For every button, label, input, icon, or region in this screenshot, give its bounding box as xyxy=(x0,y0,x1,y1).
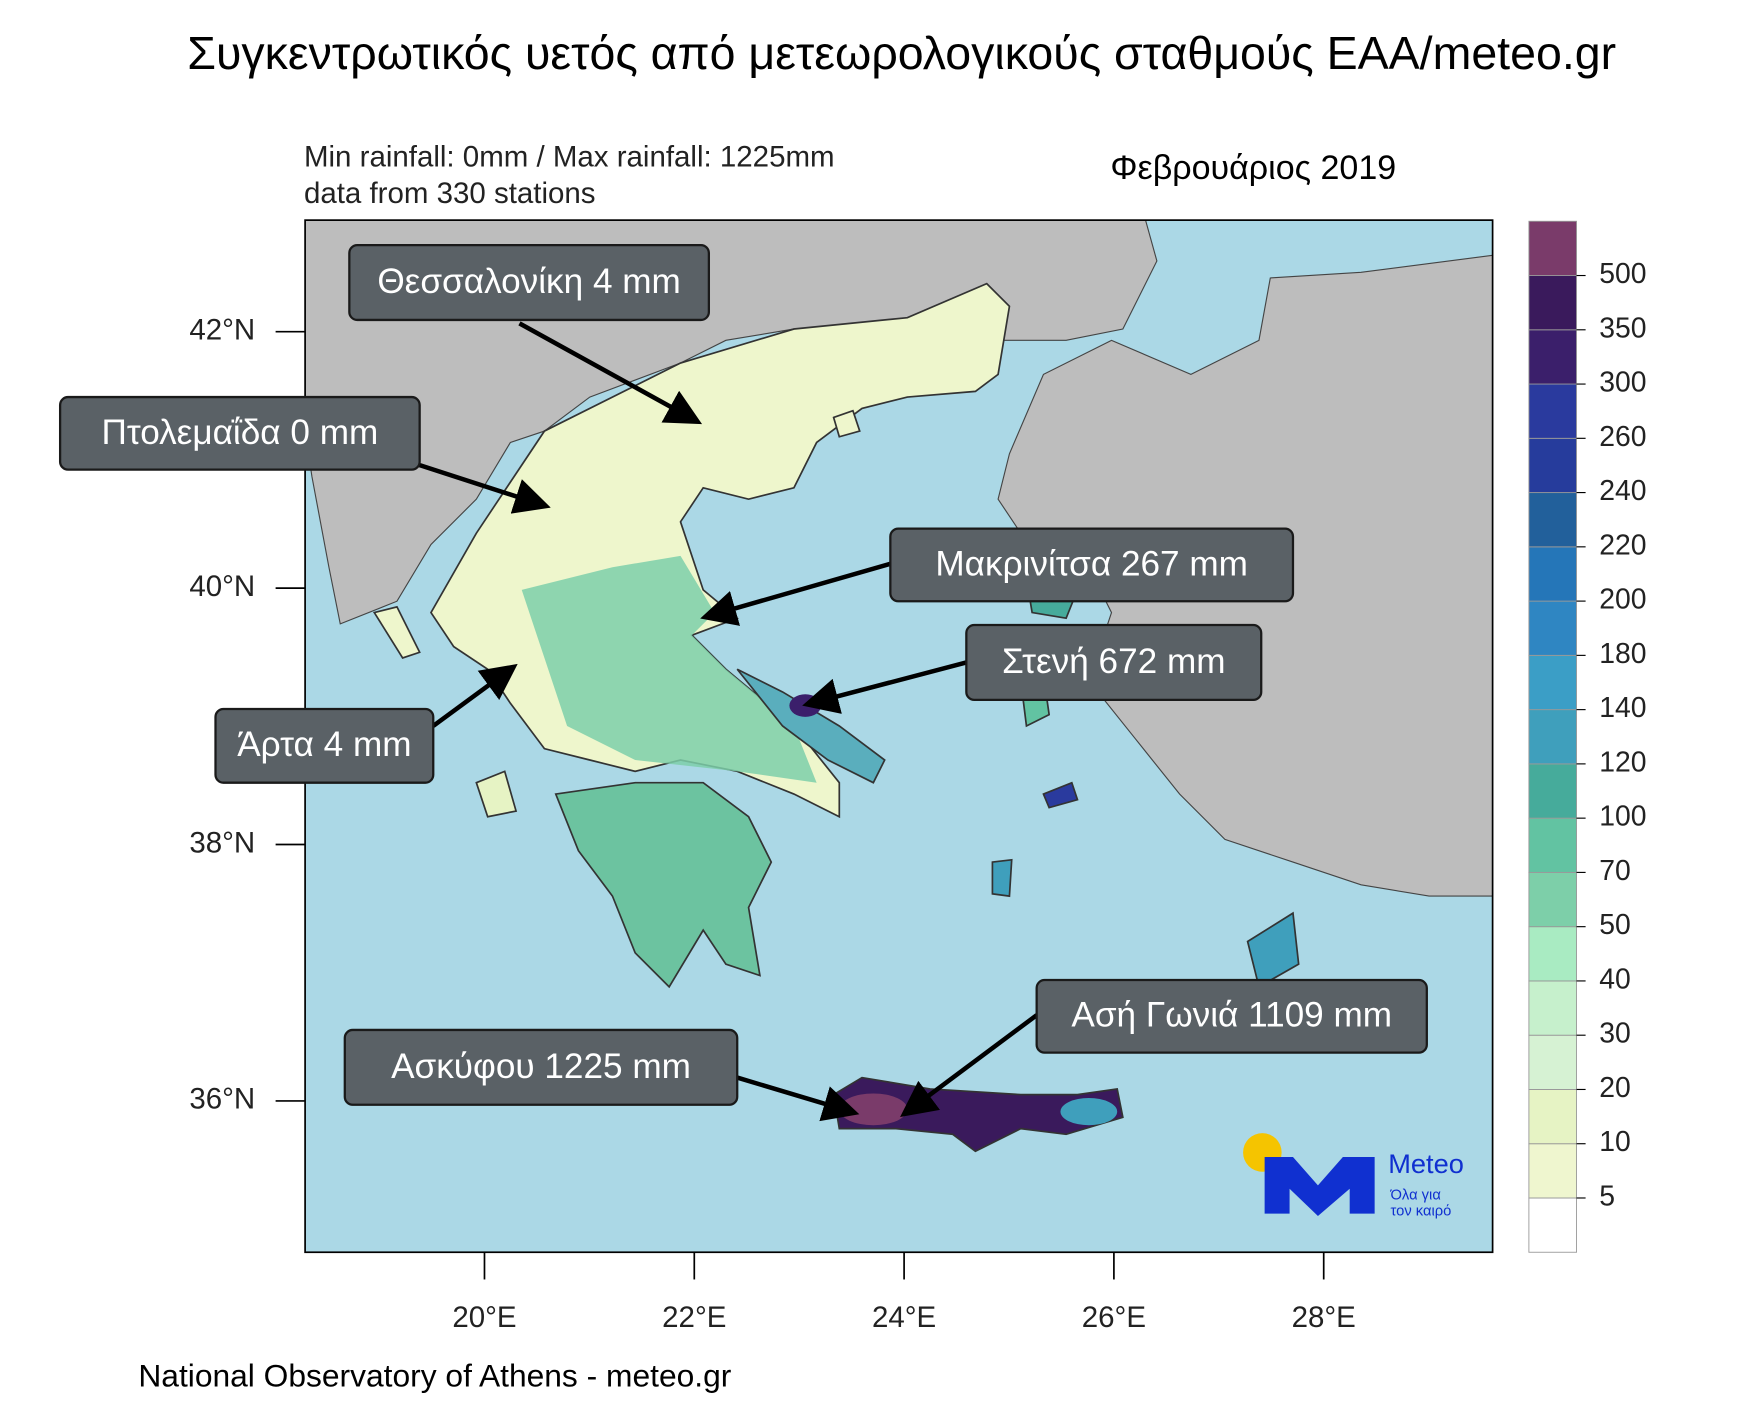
annotation-label: Θεσσαλονίκη 4 mm xyxy=(377,262,681,301)
annotation-label: Ασκύφου 1225 mm xyxy=(391,1047,691,1086)
colorbar-label: 200 xyxy=(1599,584,1646,616)
annotation-label: Στενή 672 mm xyxy=(1002,642,1226,681)
x-tick-label: 26°E xyxy=(1082,1301,1146,1334)
colorbar-label: 120 xyxy=(1599,746,1646,778)
colorbar-label: 30 xyxy=(1599,1018,1631,1050)
colorbar-label: 500 xyxy=(1599,258,1646,290)
logo: Meteo Όλα για τον καιρό xyxy=(1243,1133,1464,1219)
land-samos xyxy=(1042,781,1079,809)
colorbar-box xyxy=(1528,1034,1577,1090)
land-naxos xyxy=(991,858,1013,898)
colorbar-label: 50 xyxy=(1599,909,1631,941)
rain-east-crete xyxy=(1060,1097,1118,1126)
logo-tagline: Όλα για xyxy=(1390,1187,1442,1203)
annotation-arrow xyxy=(736,1075,860,1122)
colorbar-box xyxy=(1528,437,1577,494)
colorbar-box xyxy=(1528,492,1577,548)
colorbar-box xyxy=(1528,329,1577,385)
colorbar-box xyxy=(1528,709,1577,765)
annotation-box xyxy=(343,1028,739,1106)
x-tick-label: 22°E xyxy=(662,1301,726,1334)
annotation-arrow xyxy=(802,660,967,714)
x-tick-label: 24°E xyxy=(872,1301,936,1334)
rain-thessaly xyxy=(521,555,817,783)
colorbar-label: 260 xyxy=(1599,421,1646,453)
y-tick-label: 38°N xyxy=(189,826,255,859)
land-corfu xyxy=(372,605,421,659)
axes: 20°E 22°E 24°E 26°E 28°E 36°N 38°N 40°N 42°N xyxy=(189,313,1355,1333)
colorbar-label: 40 xyxy=(1599,963,1631,995)
annotation-arrow xyxy=(518,321,703,425)
info-line: Min rainfall: 0mm / Max rainfall: 1225mm xyxy=(304,141,835,174)
colorbar-label: 220 xyxy=(1599,529,1646,561)
period: Φεβρουάριος 2019 xyxy=(1110,149,1396,187)
land-peloponnese xyxy=(554,781,773,989)
y-tick-label: 40°N xyxy=(189,570,255,603)
colorbar-box xyxy=(1528,220,1577,276)
annotation-box xyxy=(1035,978,1428,1054)
colorbar-label: 20 xyxy=(1599,1072,1631,1104)
colorbar-label: 100 xyxy=(1599,801,1646,833)
colorbar-label: 180 xyxy=(1599,638,1646,670)
colorbar-label: 300 xyxy=(1599,367,1646,399)
annotation-box xyxy=(214,707,435,784)
colorbar-label: 350 xyxy=(1599,312,1646,344)
land-evia xyxy=(736,668,886,784)
land-rhodes xyxy=(1246,911,1300,989)
colorbar: 5 10 20 30 40 50 70 100 120 140 180 200 220 240 260 300… xyxy=(1528,220,1647,1253)
annotation-box xyxy=(889,527,1295,603)
logo-mark xyxy=(1264,1156,1375,1216)
colorbar-box xyxy=(1528,654,1577,711)
colorbar-box xyxy=(1528,275,1577,331)
annotation-box xyxy=(58,395,421,471)
colorbar-box xyxy=(1528,546,1577,602)
rain-peak xyxy=(789,694,822,717)
logo-name: Meteo xyxy=(1388,1148,1464,1179)
annotation-box xyxy=(348,243,711,322)
annotation-arrow xyxy=(431,663,518,728)
y-tick-label: 42°N xyxy=(189,313,255,346)
x-tick-label: 20°E xyxy=(452,1301,516,1334)
colorbar-label: 140 xyxy=(1599,692,1646,724)
logo-tagline: τον καιρό xyxy=(1391,1203,1452,1219)
colorbar-box xyxy=(1528,871,1577,928)
colorbar-label: 5 xyxy=(1599,1180,1615,1212)
colorbar-box xyxy=(1528,926,1577,982)
title: Συγκεντρωτικός υετός από μετεωρολογικούς… xyxy=(187,27,1616,79)
annotation-label: Πτολεμαΐδα 0 mm xyxy=(101,413,378,452)
land-thasos xyxy=(832,409,861,438)
x-tick-label: 28°E xyxy=(1292,1301,1356,1334)
annotation-box xyxy=(965,623,1263,702)
colorbar-box xyxy=(1528,763,1577,819)
colorbar-box xyxy=(1528,383,1577,439)
colorbar-box xyxy=(1528,600,1577,656)
colorbar-box xyxy=(1528,1143,1577,1199)
land-kefalonia xyxy=(475,770,518,818)
colorbar-label: 10 xyxy=(1599,1126,1631,1158)
annotation-arrow xyxy=(418,462,551,514)
annotations: Θεσσαλονίκη 4 mm Πτολεμαΐδα 0 mm Μακρινίτσ… xyxy=(58,243,1428,1122)
annotation-label: Ασή Γωνιά 1109 mm xyxy=(1071,996,1392,1035)
footer: National Observatory of Athens - meteo.g… xyxy=(138,1358,731,1394)
info-line: data from 330 stations xyxy=(304,177,596,210)
colorbar-box xyxy=(1528,1089,1577,1145)
annotation-label: Μακρινίτσα 267 mm xyxy=(935,544,1248,583)
colorbar-label: 240 xyxy=(1599,475,1646,507)
annotation-label: Άρτα 4 mm xyxy=(237,725,411,764)
colorbar-box xyxy=(1528,980,1577,1036)
colorbar-box xyxy=(1528,1197,1577,1253)
annotation-arrow xyxy=(900,1013,1039,1118)
y-tick-label: 36°N xyxy=(189,1083,255,1116)
colorbar-box xyxy=(1528,817,1577,873)
colorbar-label: 70 xyxy=(1599,855,1631,887)
annotation-arrow xyxy=(700,561,891,626)
